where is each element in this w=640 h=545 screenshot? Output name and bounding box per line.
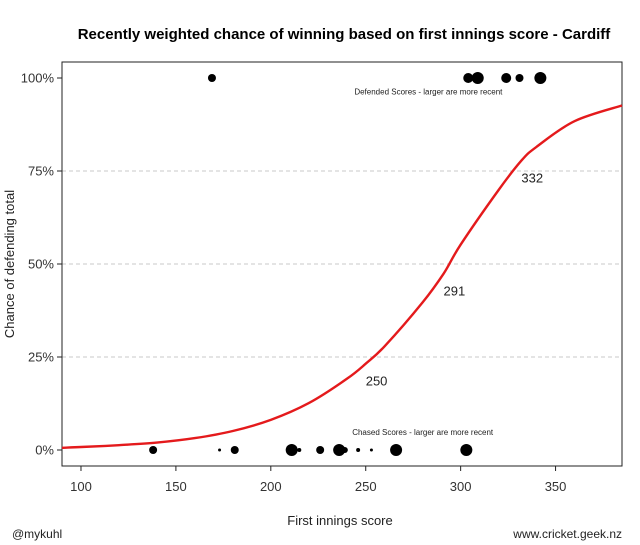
y-axis: 0% 25% 50% 75% 100%: [21, 71, 62, 458]
curve-label: 291: [444, 284, 466, 299]
data-point: [230, 446, 239, 454]
data-point: [297, 448, 302, 452]
data-point: [341, 447, 348, 453]
data-point: [356, 448, 361, 452]
data-point: [316, 446, 325, 454]
data-point: [390, 444, 403, 456]
data-point: [515, 74, 524, 82]
annotation: Defended Scores - larger are more recent: [354, 88, 503, 97]
data-point: [501, 73, 512, 83]
y-tick-label: 75%: [28, 164, 54, 179]
data-point: [369, 448, 373, 452]
annotations: Defended Scores - larger are more recent…: [352, 88, 503, 437]
data-point: [534, 72, 547, 84]
footer-left: @mykuhl: [12, 527, 62, 541]
curve-labels: 250 291 332: [366, 171, 543, 389]
x-tick-label: 300: [450, 479, 472, 494]
x-tick-label: 100: [70, 479, 92, 494]
data-point: [471, 72, 484, 84]
y-tick-label: 0%: [35, 443, 54, 458]
data-point: [207, 74, 216, 82]
x-tick-label: 150: [165, 479, 187, 494]
probability-curve: [61, 104, 623, 449]
x-tick-label: 350: [545, 479, 567, 494]
x-tick-label: 200: [260, 479, 282, 494]
y-tick-label: 100%: [21, 71, 55, 86]
x-axis: 100 150 200 250 300 350: [70, 466, 566, 494]
chart-title: Recently weighted chance of winning base…: [78, 26, 612, 43]
curve-label: 250: [366, 374, 388, 389]
data-point: [149, 446, 158, 454]
y-tick-label: 25%: [28, 350, 54, 365]
data-point: [218, 448, 222, 452]
curve-label: 332: [521, 171, 543, 186]
footer-right: www.cricket.geek.nz: [512, 527, 622, 541]
y-tick-label: 50%: [28, 257, 54, 272]
data-point: [460, 444, 473, 456]
data-point: [333, 444, 346, 456]
x-axis-label: First innings score: [287, 513, 392, 528]
annotation: Chased Scores - larger are more recent: [352, 428, 494, 437]
data-point: [463, 73, 474, 83]
data-point: [285, 444, 298, 456]
grid: [62, 170, 622, 358]
data-points: [149, 72, 547, 456]
y-axis-label: Chance of defending total: [2, 190, 17, 338]
x-tick-label: 250: [355, 479, 377, 494]
